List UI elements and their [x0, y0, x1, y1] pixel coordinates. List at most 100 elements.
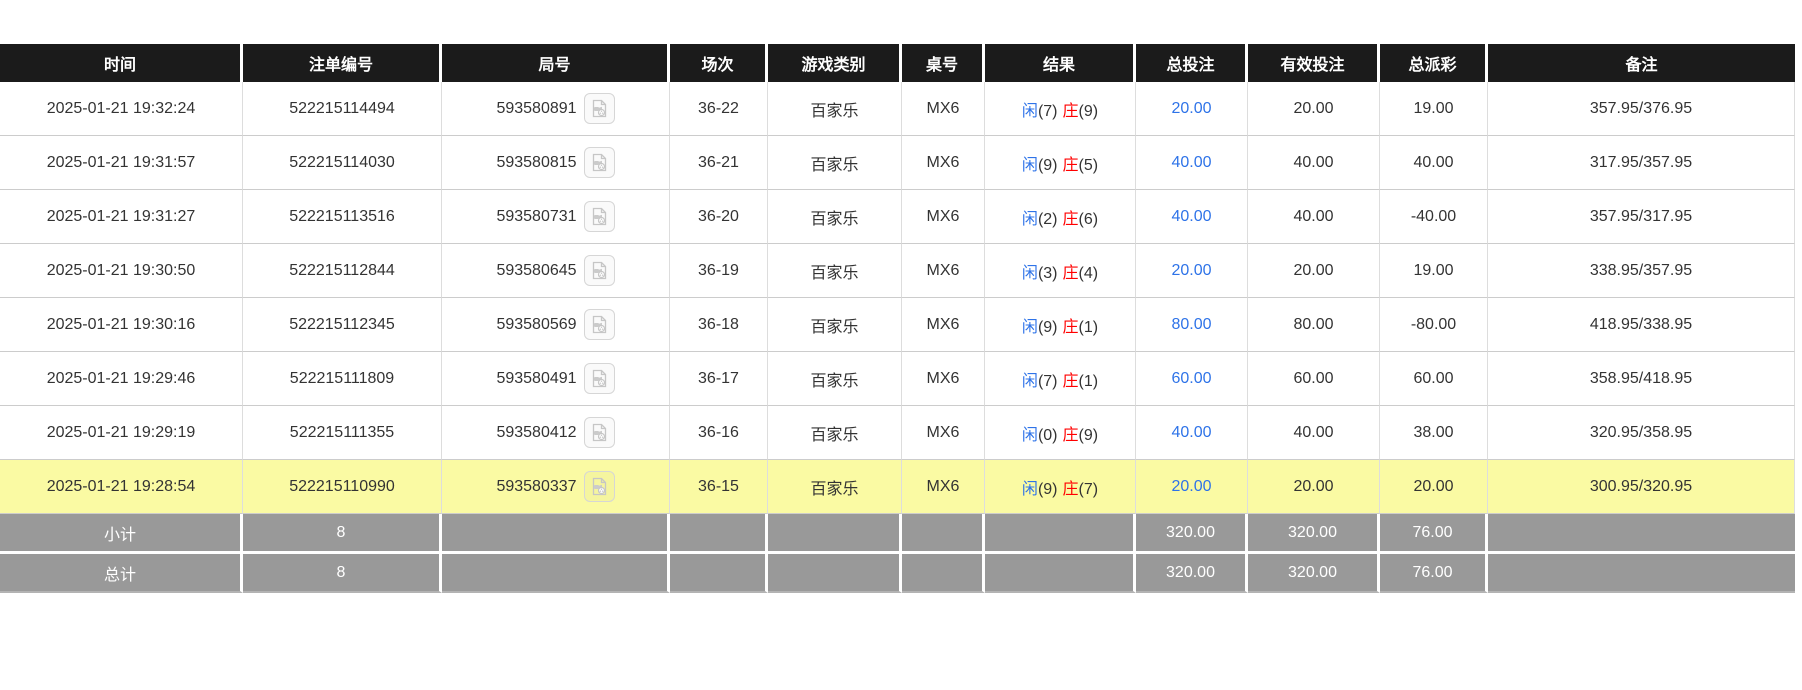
table-row[interactable]: 2025-01-21 19:28:54 522215110990 593580337… [0, 460, 1795, 514]
round-cell: 593580645 [442, 244, 670, 298]
banker-score: (5) [1078, 156, 1099, 174]
round-id: 593580491 [496, 369, 577, 387]
round-cell: 593580412 [442, 406, 670, 460]
video-replay-button[interactable] [583, 309, 615, 340]
game-type-cell: 百家乐 [768, 136, 902, 190]
player-label: 闲 [1021, 426, 1038, 444]
total-bet-link[interactable]: 80.00 [1171, 315, 1212, 333]
table-no-cell: MX6 [902, 190, 985, 244]
header-result: 结果 [985, 44, 1136, 82]
table-row[interactable]: 2025-01-21 19:31:57 522215114030 593580815… [0, 136, 1795, 190]
header-valid-bet: 有效投注 [1248, 44, 1380, 82]
banker-score: (4) [1078, 264, 1099, 282]
total-bet-link[interactable]: 40.00 [1171, 207, 1212, 225]
valid-bet-cell: 60.00 [1248, 352, 1380, 406]
session-cell: 36-21 [670, 136, 768, 190]
round-wrap: 593580891 [446, 93, 665, 124]
round-cell: 593580491 [442, 352, 670, 406]
session-cell: 36-17 [670, 352, 768, 406]
total-bet-link[interactable]: 60.00 [1171, 369, 1212, 387]
result-cell: 闲(7) 庄(1) [985, 352, 1136, 406]
player-score: (7) [1037, 372, 1058, 390]
table-row[interactable]: 2025-01-21 19:31:27 522215113516 593580731… [0, 190, 1795, 244]
summary-table-empty [902, 514, 985, 554]
video-file-icon [592, 99, 606, 118]
total-bet-link[interactable]: 40.00 [1171, 423, 1212, 441]
game-type-cell: 百家乐 [768, 244, 902, 298]
time-cell: 2025-01-21 19:30:16 [0, 298, 243, 352]
table-no-cell: MX6 [902, 244, 985, 298]
banker-score: (1) [1078, 318, 1099, 336]
header-total-payout: 总派彩 [1380, 44, 1488, 82]
total-bet-link[interactable]: 20.00 [1171, 477, 1212, 495]
player-score: (9) [1037, 318, 1058, 336]
round-id: 593580815 [496, 153, 577, 171]
summary-session-empty [670, 514, 768, 554]
summary-round-empty [442, 514, 670, 554]
total-bet-link[interactable]: 40.00 [1171, 153, 1212, 171]
session-cell: 36-19 [670, 244, 768, 298]
banker-label: 庄 [1062, 318, 1079, 336]
payout-cell: 60.00 [1380, 352, 1488, 406]
player-label: 闲 [1021, 480, 1038, 498]
round-wrap: 593580731 [446, 201, 665, 232]
remark-cell: 300.95/320.95 [1488, 460, 1795, 514]
banker-label: 庄 [1062, 480, 1079, 498]
video-replay-button[interactable] [583, 93, 615, 124]
player-label: 闲 [1021, 102, 1038, 120]
bet-id-cell: 522215110990 [243, 460, 442, 514]
total-bet-cell: 20.00 [1136, 244, 1248, 298]
summary-count: 8 [243, 514, 442, 554]
table-no-cell: MX6 [902, 298, 985, 352]
time-cell: 2025-01-21 19:29:46 [0, 352, 243, 406]
video-replay-button[interactable] [583, 255, 615, 286]
summary-round-empty [442, 554, 670, 593]
video-replay-button[interactable] [583, 417, 615, 448]
round-wrap: 593580491 [446, 363, 665, 394]
video-replay-button[interactable] [583, 363, 615, 394]
total-bet-link[interactable]: 20.00 [1171, 99, 1212, 117]
bet-id-cell: 522215111355 [243, 406, 442, 460]
banker-label: 庄 [1062, 264, 1079, 282]
summary-count: 8 [243, 554, 442, 593]
table-row[interactable]: 2025-01-21 19:30:50 522215112844 593580645… [0, 244, 1795, 298]
table-row[interactable]: 2025-01-21 19:32:24 522215114494 593580891… [0, 82, 1795, 136]
total-bet-cell: 40.00 [1136, 190, 1248, 244]
header-table-no: 桌号 [902, 44, 985, 82]
table-no-cell: MX6 [902, 406, 985, 460]
summary-session-empty [670, 554, 768, 593]
bet-id-cell: 522215111809 [243, 352, 442, 406]
total-bet-cell: 20.00 [1136, 82, 1248, 136]
result-cell: 闲(0) 庄(9) [985, 406, 1136, 460]
round-id: 593580337 [496, 477, 577, 495]
video-file-icon [592, 207, 606, 226]
summary-game-empty [768, 514, 902, 554]
summary-label: 小计 [0, 514, 243, 554]
round-wrap: 593580569 [446, 309, 665, 340]
table-row[interactable]: 2025-01-21 19:29:19 522215111355 593580412… [0, 406, 1795, 460]
game-type-cell: 百家乐 [768, 460, 902, 514]
header-remark: 备注 [1488, 44, 1795, 82]
valid-bet-cell: 40.00 [1248, 190, 1380, 244]
total-bet-cell: 40.00 [1136, 136, 1248, 190]
banker-score: (1) [1078, 372, 1099, 390]
round-id: 593580412 [496, 423, 577, 441]
video-replay-button[interactable] [583, 147, 615, 178]
time-cell: 2025-01-21 19:31:57 [0, 136, 243, 190]
header-session: 场次 [670, 44, 768, 82]
banker-score: (7) [1078, 480, 1099, 498]
table-row[interactable]: 2025-01-21 19:29:46 522215111809 593580491… [0, 352, 1795, 406]
video-replay-button[interactable] [583, 471, 615, 502]
video-file-icon [592, 261, 606, 280]
summary-valid-bet: 320.00 [1248, 514, 1380, 554]
player-label: 闲 [1021, 318, 1038, 336]
player-label: 闲 [1021, 156, 1038, 174]
summary-result-empty [985, 514, 1136, 554]
table-row[interactable]: 2025-01-21 19:30:16 522215112345 593580569… [0, 298, 1795, 352]
valid-bet-cell: 20.00 [1248, 244, 1380, 298]
total-bet-link[interactable]: 20.00 [1171, 261, 1212, 279]
summary-total-bet: 320.00 [1136, 514, 1248, 554]
bet-records-table: 时间 注单编号 局号 场次 游戏类别 桌号 结果 总投注 有效投注 总派彩 备注 2025-01-2… [0, 44, 1795, 593]
session-cell: 36-22 [670, 82, 768, 136]
video-replay-button[interactable] [583, 201, 615, 232]
